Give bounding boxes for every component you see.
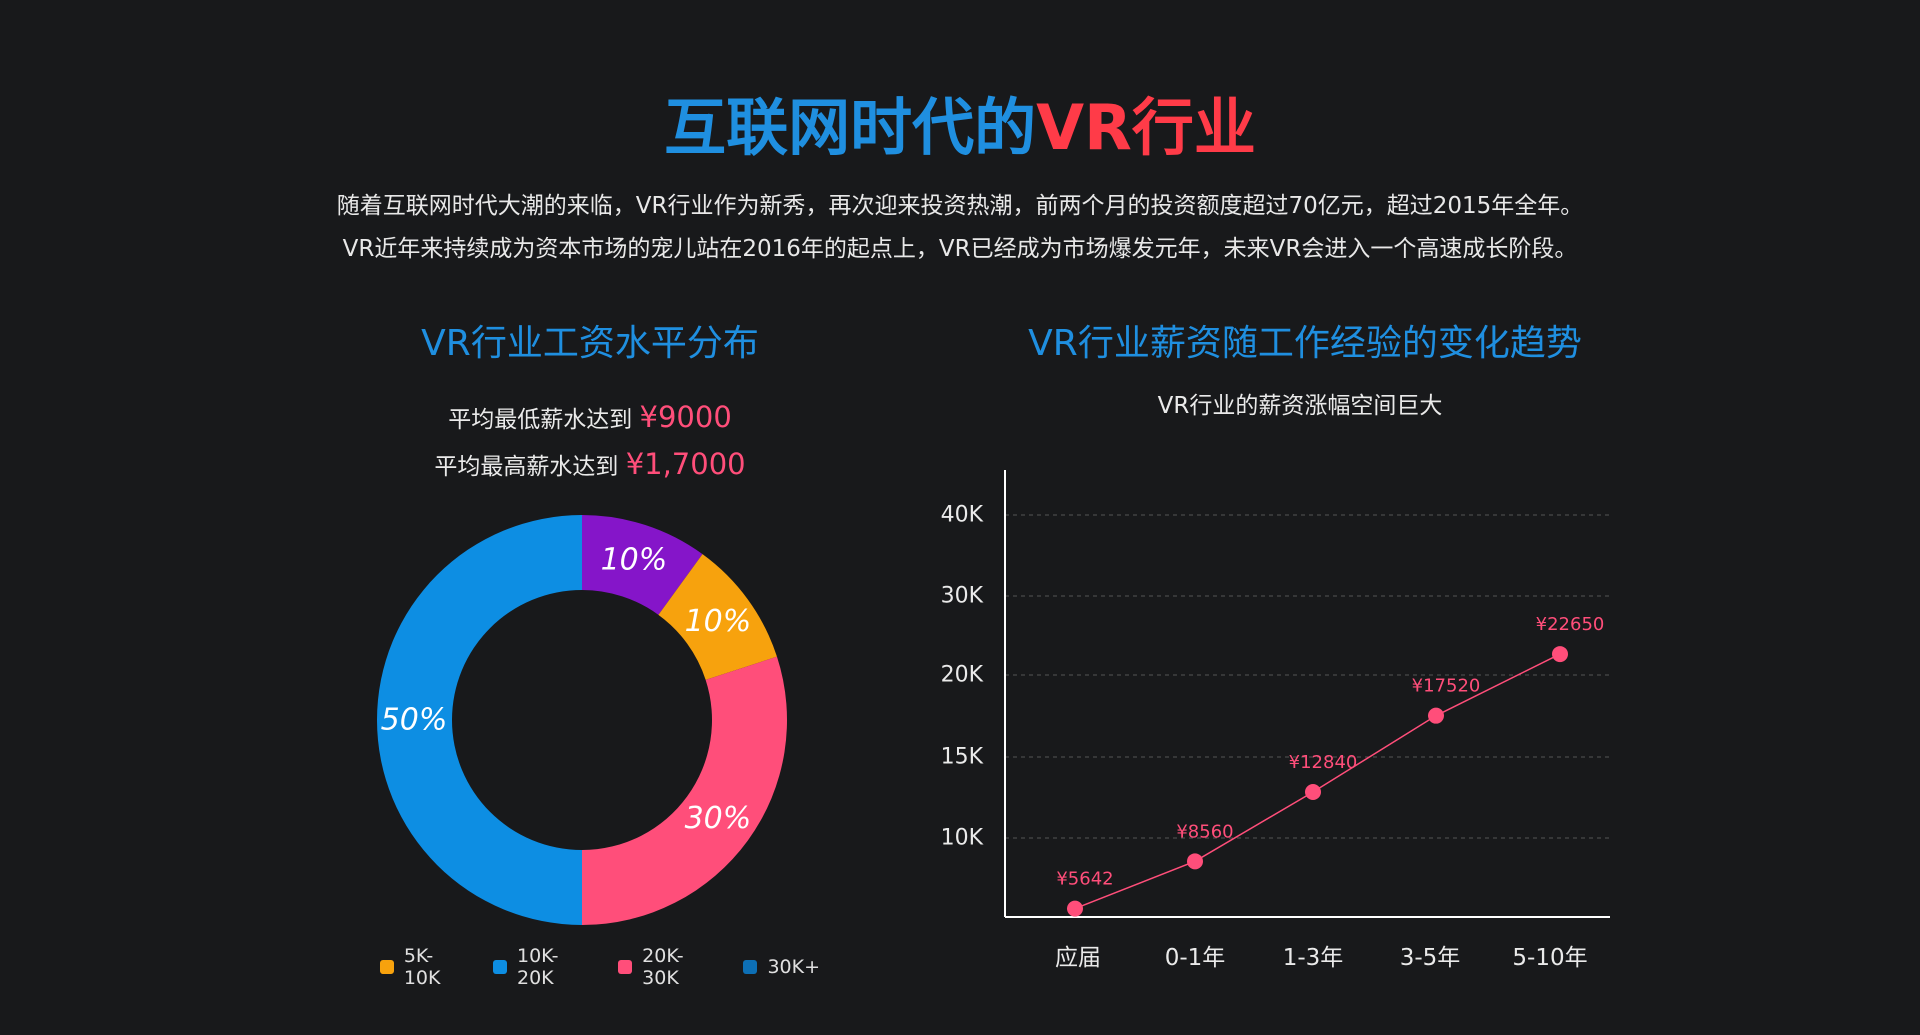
intro-line-2: VR近年来持续成为资本市场的宠儿站在2016年的起点上，VR已经成为市场爆发元年… bbox=[342, 236, 1578, 262]
x-tick-label: 0-1年 bbox=[1165, 945, 1226, 971]
salary-distribution-title: VR行业工资水平分布 bbox=[421, 323, 759, 364]
donut-label-0: 10% bbox=[601, 543, 668, 578]
trend-chart-caption: VR行业的薪资涨幅空间巨大 bbox=[1157, 393, 1443, 419]
max-salary-stat: 平均最高薪水达到 ¥1,7000 bbox=[330, 444, 850, 487]
series-line bbox=[1074, 653, 1561, 910]
donut-legend: 5K-10K 10K-20K 20K-30K 30K+ bbox=[380, 945, 820, 989]
data-point bbox=[1187, 853, 1203, 870]
data-point bbox=[1428, 707, 1444, 724]
data-label: ¥12840 bbox=[1289, 752, 1358, 773]
legend-swatch bbox=[380, 960, 394, 974]
legend-item-1: 10K-20K bbox=[493, 945, 594, 989]
x-tick-label: 5-10年 bbox=[1512, 945, 1587, 971]
donut-slice-30kplus bbox=[582, 515, 703, 615]
donut-label-2: 30% bbox=[685, 801, 752, 836]
y-tick-label: 40K bbox=[941, 503, 984, 528]
y-tick-label: 15K bbox=[941, 745, 984, 770]
min-salary-value: ¥9000 bbox=[639, 400, 732, 434]
legend-item-2: 20K-30K bbox=[618, 945, 719, 989]
title-blue-part: 互联网时代的 bbox=[664, 91, 1037, 164]
salary-trend-title: VR行业薪资随工作经验的变化趋势 bbox=[1028, 323, 1582, 364]
legend-label: 30K+ bbox=[767, 956, 820, 978]
min-salary-stat: 平均最低薪水达到 ¥9000 bbox=[330, 397, 850, 440]
y-tick-label: 30K bbox=[941, 584, 984, 609]
salary-line-chart: 10K 15K 20K 30K 40K ¥5642 应届 ¥8560 0-1年 ¥12840 1-3… bbox=[941, 470, 1610, 971]
page-title: 互联网时代的VR行业 bbox=[0, 88, 1920, 168]
data-label: ¥5642 bbox=[1056, 869, 1113, 890]
legend-item-0: 5K-10K bbox=[380, 945, 469, 989]
data-label: ¥17520 bbox=[1412, 676, 1481, 697]
donut-slice-10k-20k bbox=[377, 515, 582, 925]
intro-line-1: 随着互联网时代大潮的来临，VR行业作为新秀，再次迎来投资热潮，前两个月的投资额度… bbox=[336, 193, 1584, 219]
x-tick-label: 应届 bbox=[1055, 945, 1101, 971]
data-label: ¥22650 bbox=[1536, 614, 1605, 635]
x-tick-label: 1-3年 bbox=[1283, 945, 1344, 971]
legend-swatch bbox=[743, 960, 758, 974]
y-tick-label: 10K bbox=[941, 826, 984, 851]
donut-slice-20k-30k bbox=[582, 656, 788, 925]
y-tick-label: 20K bbox=[941, 663, 984, 688]
salary-donut-chart: 10% 10% 30% 50% bbox=[377, 515, 788, 925]
legend-swatch bbox=[493, 960, 507, 974]
title-red-part: VR行业 bbox=[1036, 91, 1256, 164]
donut-label-3: 50% bbox=[381, 703, 448, 738]
donut-label-1: 10% bbox=[685, 604, 752, 639]
data-point bbox=[1305, 783, 1321, 800]
legend-item-3: 30K+ bbox=[743, 956, 820, 978]
x-tick-label: 3-5年 bbox=[1400, 945, 1461, 971]
max-salary-label: 平均最高薪水达到 bbox=[434, 454, 626, 480]
data-label: ¥8560 bbox=[1176, 821, 1233, 842]
max-salary-value: ¥1,7000 bbox=[625, 447, 746, 481]
legend-label: 5K-10K bbox=[403, 945, 441, 989]
legend-label: 20K-30K bbox=[642, 945, 684, 989]
donut-slice-5k-10k bbox=[658, 554, 777, 680]
min-salary-label: 平均最低薪水达到 bbox=[448, 407, 640, 433]
data-point bbox=[1552, 646, 1568, 663]
legend-label: 10K-20K bbox=[517, 945, 559, 989]
data-point bbox=[1067, 900, 1083, 917]
legend-swatch bbox=[618, 960, 633, 974]
